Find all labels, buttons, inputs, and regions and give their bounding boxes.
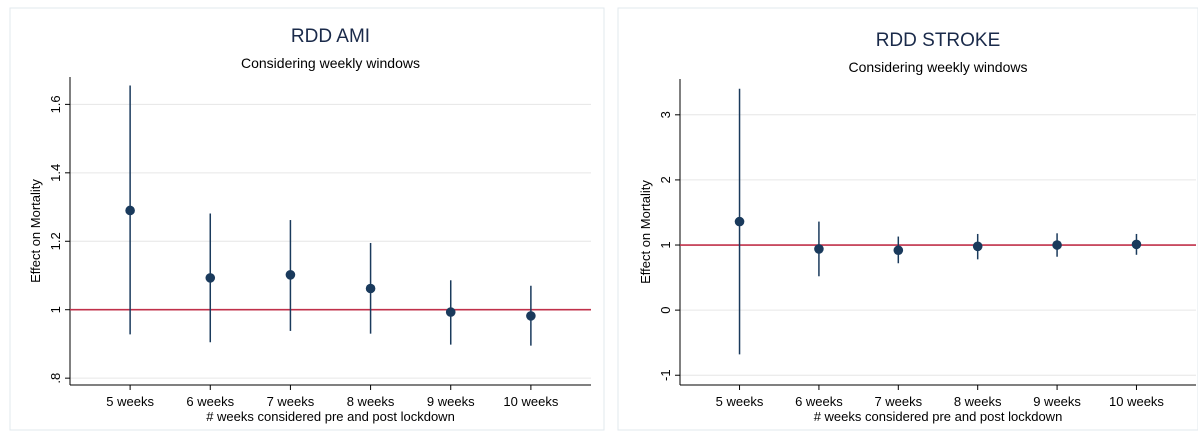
- y-tick-label: 3: [658, 111, 673, 118]
- x-tick-label: 5 weeks: [106, 394, 154, 409]
- point-estimate: [1052, 240, 1062, 250]
- point-estimate: [972, 241, 983, 252]
- x-tick-label: 6 weeks: [795, 394, 843, 409]
- point-estimate: [734, 216, 745, 227]
- point-estimate: [814, 244, 824, 254]
- chart-subtitle: Considering weekly windows: [849, 59, 1028, 75]
- chart-subtitle: Considering weekly windows: [241, 55, 420, 71]
- point-estimate: [365, 283, 376, 294]
- x-tick-label: 10 weeks: [503, 394, 558, 409]
- point-estimate: [125, 205, 135, 216]
- x-tick-label: 7 weeks: [267, 394, 315, 409]
- panel-frame: [9, 7, 605, 431]
- y-axis-label: Effect on Mortality: [28, 179, 43, 283]
- y-tick-label: 2: [658, 176, 673, 183]
- y-axis-label: Effect on Mortality: [638, 180, 653, 284]
- y-tick-label: 1.4: [48, 164, 63, 182]
- chart-title: RDD STROKE: [876, 30, 1001, 51]
- point-estimate: [1131, 239, 1142, 250]
- x-tick-label: 7 weeks: [874, 394, 922, 409]
- chart-panel-2: -1 0 1 2 3 5 weeks 6 weeks 7 weeks 8 weeks 9 week…: [617, 7, 1198, 431]
- point-estimate: [893, 245, 904, 256]
- y-tick-label: 0: [658, 307, 673, 314]
- point-estimate: [445, 307, 456, 317]
- point-estimate: [285, 270, 296, 280]
- y-tick-label: .8: [48, 373, 63, 384]
- x-tick-label: 8 weeks: [347, 394, 395, 409]
- point-estimate: [205, 273, 216, 283]
- x-tick-label: 6 weeks: [186, 394, 234, 409]
- x-tick-label: 5 weeks: [716, 394, 764, 409]
- point-estimate: [526, 311, 536, 321]
- y-tick-label: 1: [658, 241, 673, 248]
- x-tick-label: 9 weeks: [427, 394, 475, 409]
- x-tick-label: 9 weeks: [1033, 394, 1081, 409]
- chart-panel-1: .8 1 1.2 1.4 1.6 5 weeks 6 weeks 7 weeks 8 weeks…: [9, 7, 605, 431]
- y-tick-label: -1: [658, 369, 673, 381]
- panel-frame: [617, 7, 1198, 431]
- y-tick-label: 1: [48, 306, 63, 313]
- x-axis-label: # weeks considered pre and post lockdown: [814, 409, 1063, 424]
- x-tick-label: 8 weeks: [954, 394, 1002, 409]
- chart-title: RDD AMI: [291, 26, 370, 47]
- x-tick-label: 10 weeks: [1109, 394, 1164, 409]
- y-tick-label: 1.6: [48, 95, 63, 113]
- x-axis-label: # weeks considered pre and post lockdown: [206, 409, 455, 424]
- y-tick-label: 1.2: [48, 232, 63, 250]
